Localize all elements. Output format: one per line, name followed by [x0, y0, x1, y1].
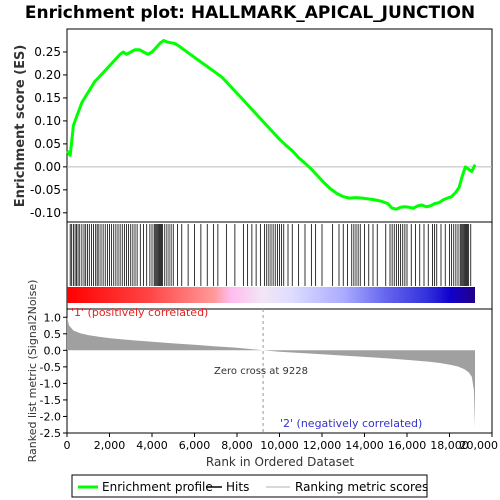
ranking-metric-area: [67, 317, 475, 428]
es-y-tick-label: 0.25: [34, 45, 61, 59]
x-tick-label: 18,000: [430, 439, 469, 452]
es-y-tick-label: 0.10: [34, 114, 61, 128]
es-y-tick-label: -0.10: [30, 206, 61, 220]
x-tick-label: 6,000: [179, 439, 211, 452]
es-y-tick-label: 0.05: [34, 137, 61, 151]
x-tick-label: 4,000: [136, 439, 168, 452]
metric-y-tick-label: -0.5: [40, 361, 61, 374]
x-axis-label: Rank in Ordered Dataset: [206, 455, 354, 469]
metric-y-axis: -2.5 -2.0 -1.5 -1.0 -0.5 0.0 0.5 1.0: [40, 311, 67, 440]
legend-hits-label: Hits: [226, 480, 249, 494]
metric-panel-frame: [66, 308, 493, 434]
es-y-axis: -0.10 -0.05 0.00 0.05 0.10 0.15 0.20 0.25: [30, 45, 67, 220]
es-y-tick-label: 0.00: [34, 160, 61, 174]
metric-y-tick-label: 1.0: [44, 311, 62, 324]
chart-title: Enrichment plot: HALLMARK_APICAL_JUNCTIO…: [25, 3, 475, 23]
x-tick-label: 16,000: [388, 439, 427, 452]
es-panel: -0.10 -0.05 0.00 0.05 0.10 0.15 0.20 0.25 Enric…: [13, 28, 493, 223]
metric-y-tick-label: -2.0: [40, 410, 61, 423]
legend-es-label: Enrichment profile: [102, 480, 213, 494]
x-tick-label: 2,000: [94, 439, 126, 452]
x-tick-label: 12,000: [303, 439, 342, 452]
es-y-tick-label: 0.20: [34, 68, 61, 82]
es-y-axis-label: Enrichment score (ES): [13, 45, 28, 208]
zero-cross-label: Zero cross at 9228: [214, 366, 308, 377]
enrichment-profile-line: [65, 39, 477, 211]
hits-panel: [66, 221, 493, 310]
es-panel-frame: [66, 28, 493, 223]
metric-y-tick-label: -1.0: [40, 377, 61, 390]
rank-x-axis: 0 2,000 4,000 6,000 8,000 10,000 12,000 14,000 1…: [64, 433, 499, 452]
metric-y-axis-label: Ranked list metric (Signal2Noise): [26, 280, 39, 463]
metric-y-tick-label: -1.5: [40, 394, 61, 407]
metric-y-tick-label: -2.5: [40, 427, 61, 440]
es-y-tick-label: 0.15: [34, 91, 61, 105]
x-tick-label: 10,000: [260, 439, 299, 452]
es-y-tick-label: -0.05: [30, 183, 61, 197]
rank-color-bar: [67, 287, 475, 303]
metric-y-tick-label: 0.5: [44, 328, 62, 341]
x-tick-label: 20,000: [460, 439, 499, 452]
legend-box: [71, 474, 428, 498]
metric-y-tick-label: 0.0: [44, 344, 62, 357]
legend-metric-label: Ranking metric scores: [295, 480, 428, 494]
x-tick-label: 14,000: [345, 439, 384, 452]
positive-correlated-label: '1' (positively correlated): [71, 306, 208, 319]
legend: Enrichment profile Hits Ranking metric s…: [71, 474, 428, 498]
x-tick-label: 0: [64, 439, 71, 452]
x-tick-label: 8,000: [221, 439, 253, 452]
negative-correlated-label: '2' (negatively correlated): [280, 417, 422, 430]
hit-lines: [69, 224, 472, 286]
metric-panel: -2.5 -2.0 -1.5 -1.0 -0.5 0.0 0.5 1.0 0 2,000 4,00…: [26, 280, 498, 469]
